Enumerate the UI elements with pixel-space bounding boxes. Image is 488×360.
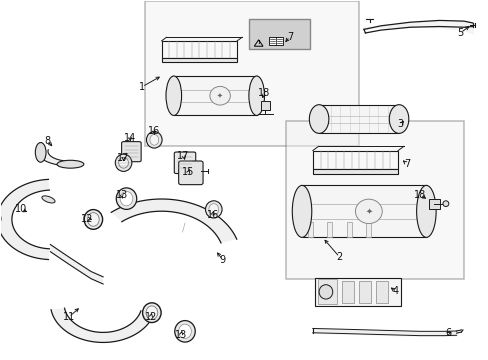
Ellipse shape — [178, 324, 191, 338]
Ellipse shape — [248, 76, 264, 116]
Ellipse shape — [355, 199, 382, 224]
Ellipse shape — [416, 185, 435, 237]
Text: 8: 8 — [44, 136, 50, 145]
Text: 6: 6 — [445, 328, 450, 338]
FancyBboxPatch shape — [122, 141, 141, 162]
Ellipse shape — [309, 105, 328, 134]
Ellipse shape — [165, 76, 181, 116]
Polygon shape — [0, 179, 49, 260]
Bar — [366, 222, 370, 237]
Polygon shape — [50, 244, 103, 284]
Bar — [312, 150, 397, 169]
Text: 11: 11 — [62, 312, 75, 322]
Bar — [341, 281, 353, 303]
Ellipse shape — [119, 157, 128, 168]
Bar — [302, 185, 426, 237]
Bar — [268, 37, 282, 45]
Text: 18: 18 — [413, 190, 426, 200]
Ellipse shape — [115, 154, 132, 171]
Text: 3: 3 — [397, 120, 403, 129]
Text: ✦: ✦ — [365, 207, 371, 216]
Ellipse shape — [116, 188, 137, 210]
Text: 1: 1 — [139, 82, 145, 92]
Text: 12: 12 — [144, 312, 157, 322]
Text: 10: 10 — [15, 204, 27, 215]
Ellipse shape — [174, 320, 195, 342]
Bar — [319, 105, 398, 134]
Ellipse shape — [150, 134, 158, 145]
Bar — [315, 278, 400, 306]
Text: 16: 16 — [148, 126, 160, 135]
Bar — [161, 41, 237, 58]
Ellipse shape — [120, 192, 133, 206]
Bar — [358, 281, 370, 303]
Ellipse shape — [42, 196, 55, 203]
Text: 7: 7 — [286, 32, 292, 41]
Bar — [312, 169, 397, 174]
Ellipse shape — [292, 185, 311, 237]
Polygon shape — [111, 199, 236, 243]
Polygon shape — [37, 149, 70, 166]
Text: 9: 9 — [219, 255, 225, 265]
Text: 13: 13 — [115, 190, 127, 200]
Ellipse shape — [388, 105, 408, 134]
Text: 5: 5 — [456, 28, 463, 38]
Text: ✦: ✦ — [217, 93, 223, 99]
Bar — [249, 19, 310, 49]
FancyBboxPatch shape — [174, 152, 195, 174]
Text: 12: 12 — [81, 214, 94, 224]
Text: 17: 17 — [177, 151, 189, 161]
Bar — [317, 279, 336, 305]
Ellipse shape — [205, 201, 222, 218]
Text: 4: 4 — [392, 286, 398, 296]
Bar — [428, 199, 439, 209]
Ellipse shape — [35, 143, 46, 162]
Bar — [285, 121, 463, 279]
Ellipse shape — [209, 86, 230, 105]
Text: 13: 13 — [175, 330, 187, 340]
Bar — [346, 222, 351, 237]
Bar — [307, 222, 312, 237]
Bar — [260, 101, 270, 110]
FancyBboxPatch shape — [178, 161, 203, 185]
Text: 16: 16 — [206, 210, 219, 220]
Text: 18: 18 — [257, 88, 269, 98]
Text: 14: 14 — [123, 133, 136, 143]
Ellipse shape — [84, 210, 102, 229]
Text: !: ! — [257, 40, 260, 45]
Bar — [173, 76, 256, 116]
Ellipse shape — [57, 160, 83, 168]
Text: 17: 17 — [117, 153, 129, 163]
Ellipse shape — [208, 204, 218, 215]
Bar — [375, 281, 387, 303]
Ellipse shape — [146, 306, 158, 319]
Text: 7: 7 — [403, 159, 409, 169]
Ellipse shape — [442, 201, 448, 207]
Ellipse shape — [87, 213, 99, 226]
Ellipse shape — [142, 303, 161, 323]
Polygon shape — [51, 308, 154, 342]
Text: 2: 2 — [336, 252, 342, 262]
Text: 15: 15 — [182, 167, 194, 177]
Ellipse shape — [146, 132, 162, 148]
Bar — [161, 58, 237, 62]
Ellipse shape — [319, 285, 332, 299]
Bar — [327, 222, 331, 237]
Ellipse shape — [0, 212, 1, 226]
Bar — [144, 1, 358, 146]
